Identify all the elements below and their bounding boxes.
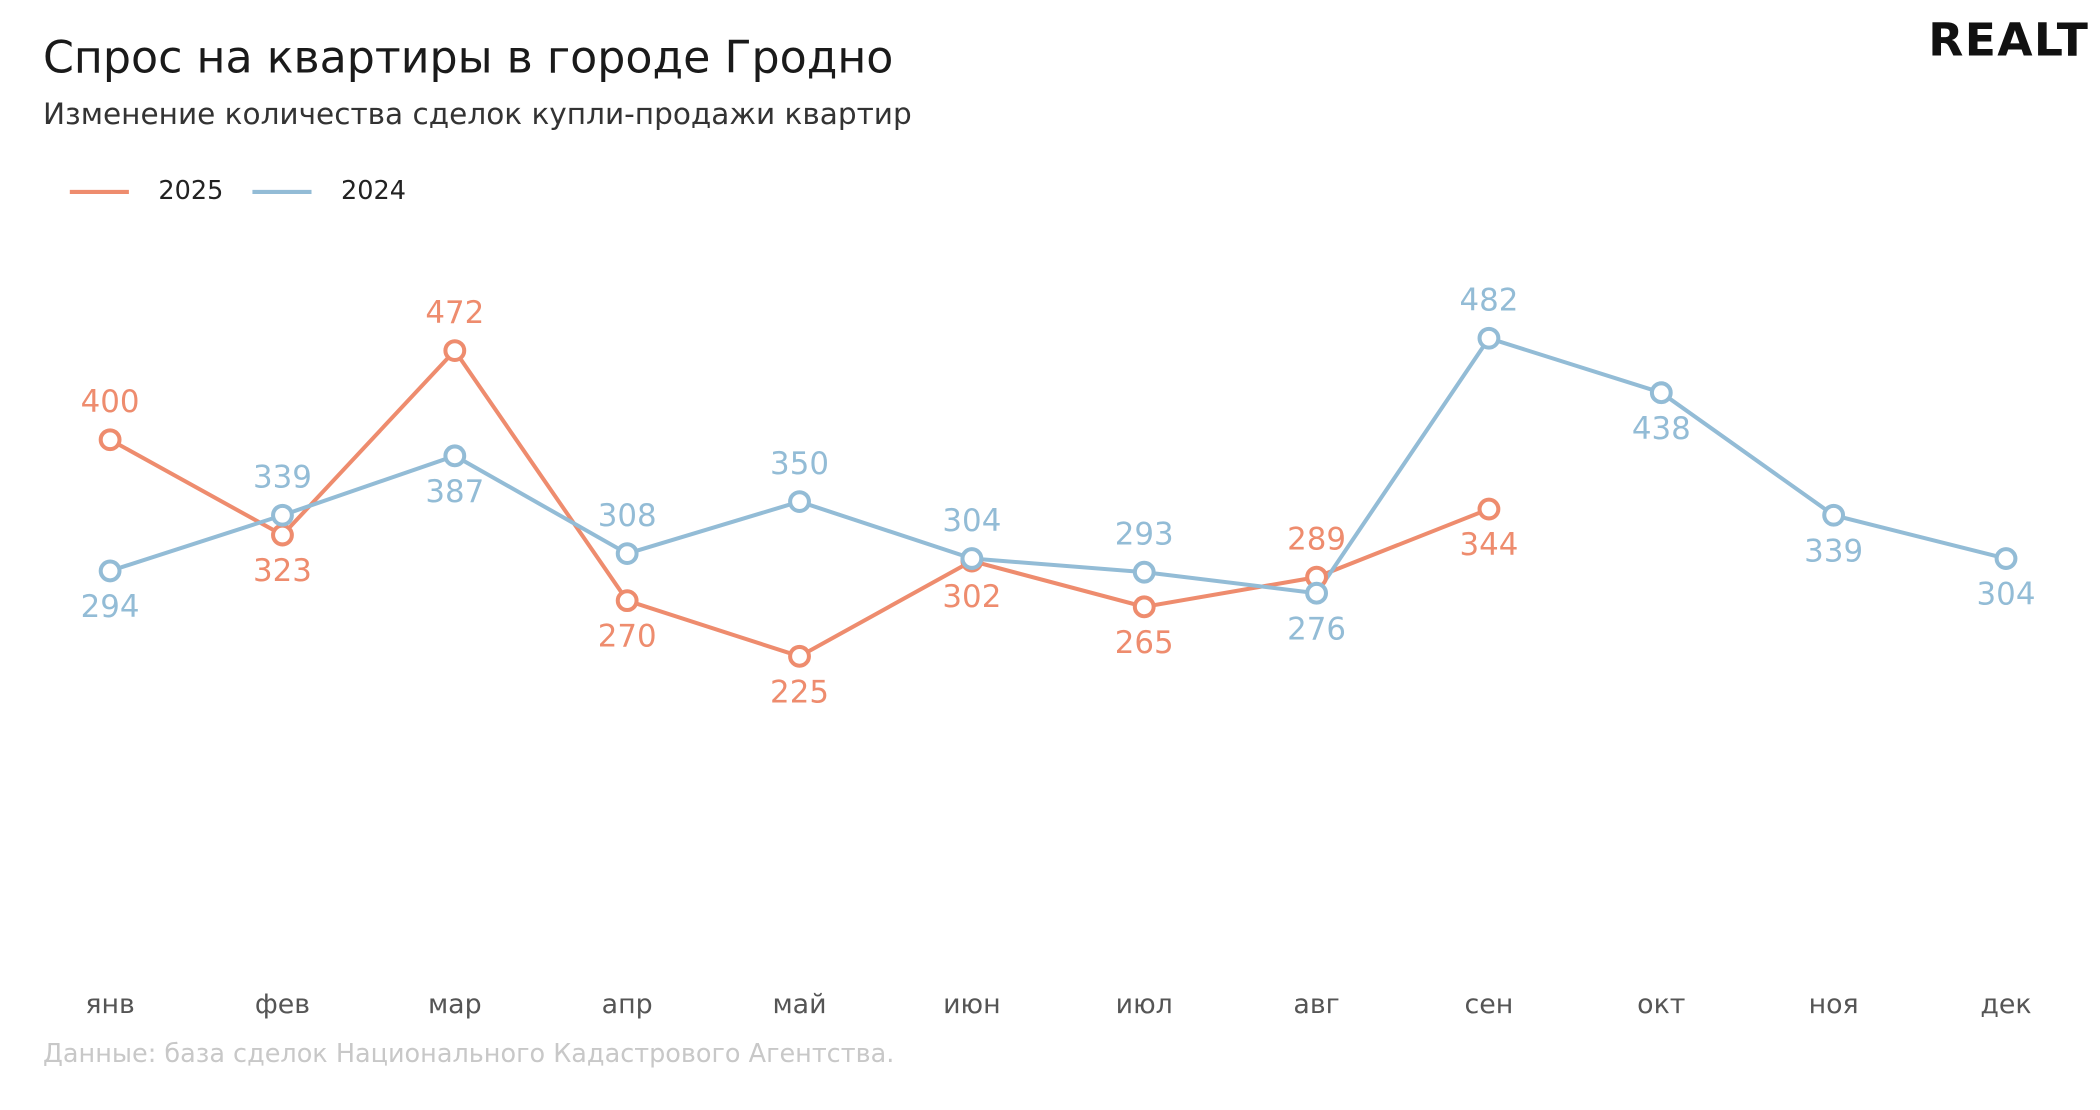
data-point	[271, 523, 294, 547]
data-point	[1477, 497, 1501, 521]
data-label: 339	[253, 459, 312, 495]
data-point	[960, 547, 984, 570]
chart-title: Спрос на квартиры в городе Гродно	[43, 32, 893, 83]
data-point	[615, 542, 639, 566]
data-label: 289	[1287, 521, 1346, 557]
data-point	[615, 589, 639, 613]
data-point	[788, 644, 811, 668]
x-tick-label: ноя	[1809, 989, 1859, 1020]
x-tick-label: сен	[1465, 989, 1514, 1020]
x-tick-label: май	[772, 989, 826, 1020]
data-point	[1132, 595, 1156, 619]
data-label: 472	[425, 295, 484, 331]
brand-logo: REALT	[1928, 13, 2089, 66]
x-tick-label: мар	[428, 989, 482, 1020]
x-tick-label: дек	[1980, 989, 2031, 1020]
data-point	[443, 339, 467, 363]
legend-label: 2024	[341, 176, 406, 206]
data-label: 482	[1459, 282, 1518, 318]
data-label: 438	[1632, 411, 1691, 447]
source-note: Данные: база сделок Национального Кадаст…	[43, 1039, 894, 1069]
series-line	[109, 335, 2007, 596]
data-point	[1477, 326, 1501, 350]
data-label: 339	[1804, 533, 1863, 569]
data-label: 276	[1287, 611, 1346, 647]
data-label: 400	[81, 384, 140, 420]
data-label: 225	[770, 674, 829, 710]
data-point	[1132, 560, 1156, 584]
data-point	[443, 444, 467, 468]
data-point	[1305, 581, 1329, 605]
data-point	[98, 559, 122, 583]
x-tick-label: авг	[1293, 989, 1339, 1020]
data-label: 350	[770, 446, 829, 482]
data-point	[1994, 547, 2018, 570]
legend-label: 2025	[158, 176, 223, 206]
data-point	[1649, 381, 1673, 405]
data-label: 344	[1459, 527, 1518, 563]
data-point	[98, 428, 122, 452]
x-tick-label: июн	[943, 989, 1001, 1020]
data-label: 302	[942, 579, 1001, 615]
data-label: 293	[1115, 516, 1174, 552]
data-point	[271, 503, 294, 527]
data-label: 308	[598, 498, 657, 534]
x-tick-label: июл	[1116, 989, 1173, 1020]
data-label: 270	[598, 619, 657, 655]
data-point	[1822, 503, 1846, 527]
data-label: 387	[425, 474, 484, 510]
data-label: 294	[81, 589, 140, 625]
x-tick-label: апр	[602, 989, 653, 1020]
x-tick-label: фев	[255, 989, 310, 1020]
data-label: 304	[942, 503, 1001, 539]
x-tick-label: окт	[1637, 989, 1685, 1020]
data-label: 323	[253, 553, 312, 589]
chart-subtitle: Изменение количества сделок купли-продаж…	[43, 97, 912, 131]
data-label: 265	[1115, 625, 1174, 661]
x-tick-label: янв	[85, 989, 135, 1020]
data-label: 304	[1977, 577, 2036, 613]
data-point	[788, 490, 811, 514]
